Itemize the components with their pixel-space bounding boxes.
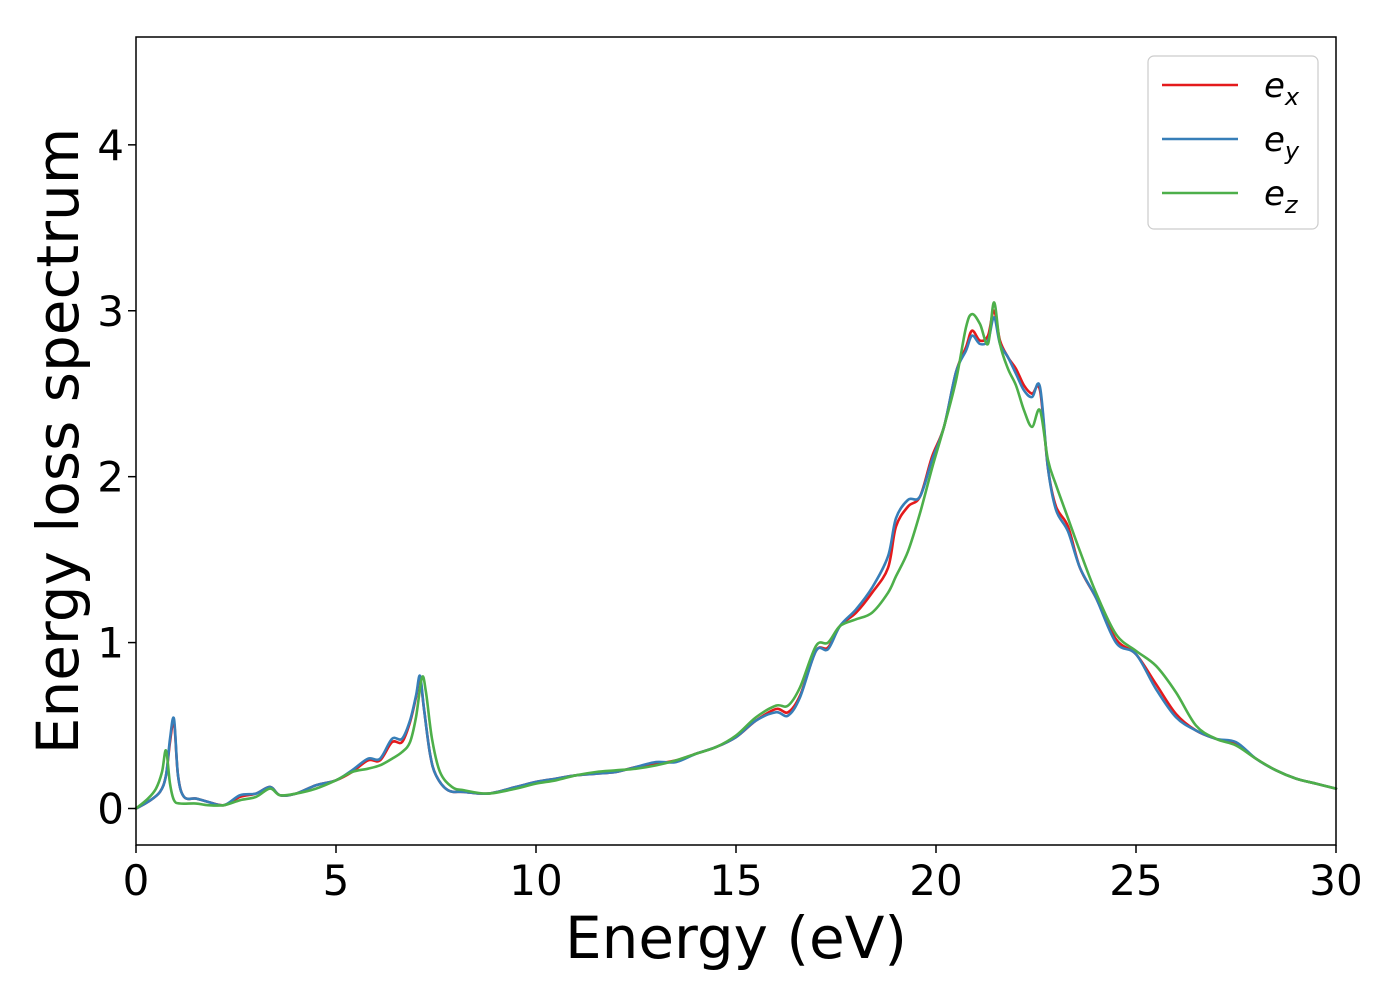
y-tick-label: 1 (97, 619, 124, 668)
x-tick-label: 10 (509, 856, 562, 905)
legend-label: ey (1264, 120, 1300, 165)
y-tick-label: 0 (97, 784, 124, 833)
series-line-e-z (134, 301, 1338, 810)
x-tick-label: 30 (1309, 856, 1362, 905)
legend-label: ez (1264, 174, 1299, 219)
y-axis-ticks: 0 1 2 3 4 (97, 121, 136, 833)
y-tick-label: 4 (97, 121, 124, 170)
legend-label-base: e (1264, 120, 1285, 160)
y-tick-label: 3 (97, 287, 124, 336)
legend-label: ex (1264, 66, 1300, 111)
y-tick-label: 2 (97, 453, 124, 502)
x-axis-ticks: 0 5 10 15 20 25 30 (123, 845, 1363, 905)
legend-label-base: e (1264, 174, 1285, 214)
x-axis-title: Energy (eV) (565, 904, 907, 972)
y-axis-title: Energy loss spectrum (24, 128, 92, 754)
series-layer (134, 301, 1338, 810)
x-tick-label: 0 (123, 856, 150, 905)
legend-label-subscript: y (1284, 137, 1300, 165)
series-line-e-x (134, 309, 1338, 810)
legend-label-subscript: x (1284, 83, 1300, 111)
x-tick-label: 25 (1109, 856, 1162, 905)
legend-label-subscript: z (1284, 191, 1299, 219)
legend-label-base: e (1264, 66, 1285, 106)
x-tick-label: 15 (709, 856, 762, 905)
x-tick-label: 5 (323, 856, 350, 905)
x-tick-label: 20 (909, 856, 962, 905)
legend-frame (1147, 55, 1319, 230)
